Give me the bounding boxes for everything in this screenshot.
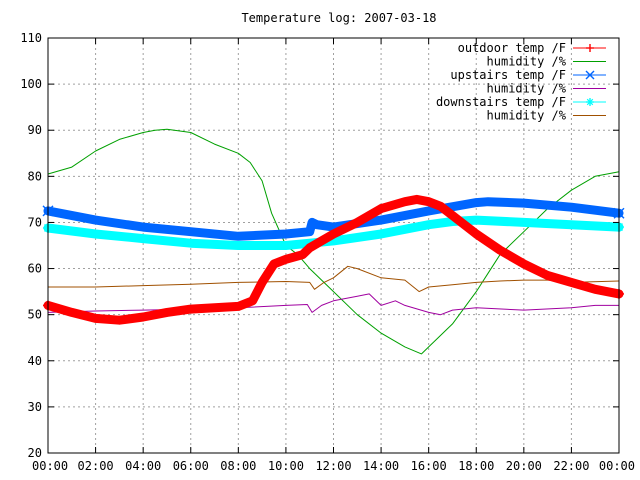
y-tick-label: 30 — [28, 400, 42, 414]
y-tick-label: 40 — [28, 354, 42, 368]
legend-label: humidity /% — [487, 109, 567, 123]
chart-title: Temperature log: 2007-03-18 — [241, 11, 436, 25]
y-tick-label: 110 — [20, 31, 42, 45]
legend-item: humidity /% — [487, 55, 606, 69]
x-tick-label: 14:00 — [363, 459, 399, 473]
star-marker — [586, 98, 594, 106]
y-tick-label: 50 — [28, 308, 42, 322]
y-tick-label: 90 — [28, 123, 42, 137]
legend-item: humidity /% — [487, 109, 606, 123]
x-tick-label: 16:00 — [411, 459, 447, 473]
series-layer — [42, 128, 625, 355]
legend-item: downstairs temp /F — [436, 95, 606, 109]
series-line — [43, 197, 624, 241]
y-tick-label: 60 — [28, 262, 42, 276]
legend-label: humidity /% — [487, 82, 567, 96]
x-tick-label: 06:00 — [173, 459, 209, 473]
x-tick-label: 22:00 — [553, 459, 589, 473]
legend-label: downstairs temp /F — [436, 95, 566, 109]
cross-marker — [585, 70, 595, 80]
legend-label: outdoor temp /F — [458, 41, 566, 55]
y-tick-label: 70 — [28, 215, 42, 229]
series-line — [43, 194, 624, 325]
x-tick-label: 00:00 — [599, 459, 635, 473]
x-tick-label: 00:00 — [32, 459, 68, 473]
series-line — [43, 215, 624, 250]
series-line — [47, 265, 620, 293]
y-tick-label: 100 — [20, 77, 42, 91]
legend-label: humidity /% — [487, 55, 567, 69]
legend-item: outdoor temp /F — [458, 41, 606, 55]
x-tick-label: 04:00 — [125, 459, 161, 473]
series-5 — [47, 265, 620, 293]
axis-ticks: 20 30 40 50 60 70 80 90 100 110 00:00 02:00 04:00 06:… — [20, 31, 635, 473]
y-tick-label: 20 — [28, 446, 42, 460]
x-tick-label: 10:00 — [268, 459, 304, 473]
legend-item: humidity /% — [487, 82, 606, 96]
x-tick-label: 18:00 — [458, 459, 494, 473]
x-tick-label: 12:00 — [315, 459, 351, 473]
legend-item: upstairs temp /F — [450, 68, 606, 82]
y-tick-label: 80 — [28, 169, 42, 183]
x-tick-label: 02:00 — [78, 459, 114, 473]
x-tick-label: 08:00 — [220, 459, 256, 473]
x-tick-label: 20:00 — [506, 459, 542, 473]
legend-label: upstairs temp /F — [450, 68, 566, 82]
